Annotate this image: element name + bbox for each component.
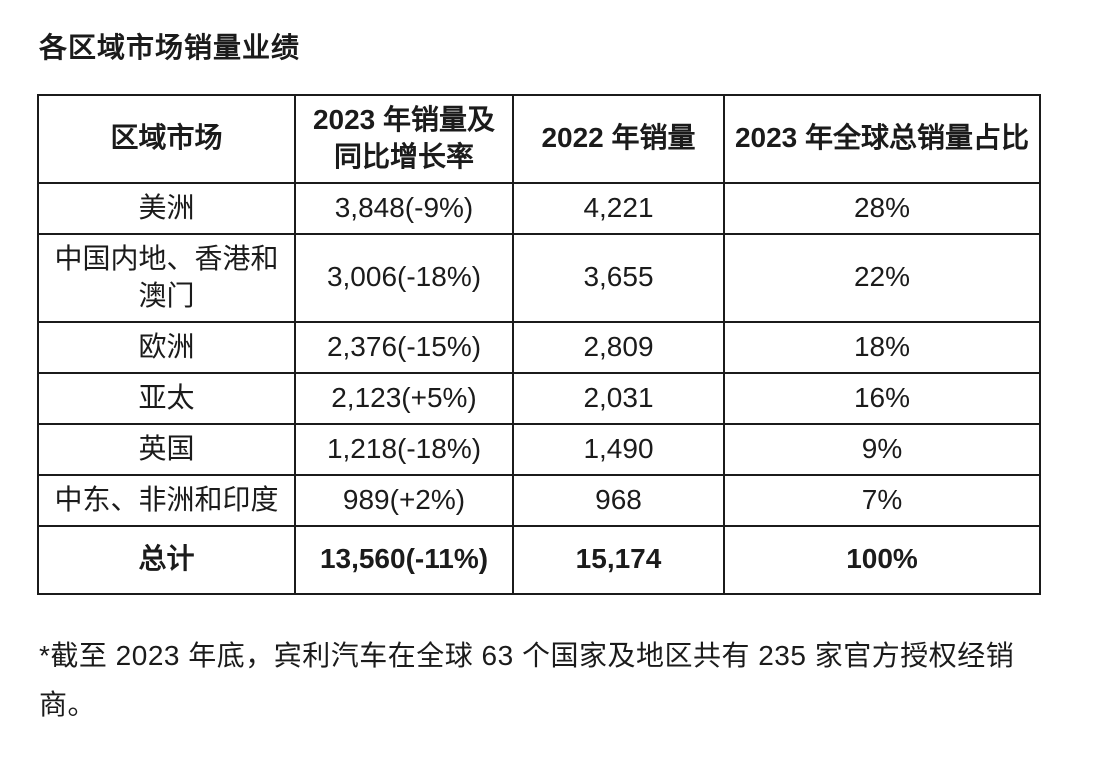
table-row-total: 总计 13,560(-11%) 15,174 100% — [37, 524, 1041, 595]
header-2023-global-share: 2023 年全球总销量占比 — [723, 94, 1041, 184]
region-cell: 中国内地、香港和 澳门 — [37, 232, 296, 323]
sales-2023-cell: 989(+2%) — [294, 473, 514, 527]
sales-2023-cell: 2,123(+5%) — [294, 371, 514, 425]
sales-2022-cell: 968 — [512, 473, 725, 527]
share-2023-cell: 16% — [723, 371, 1041, 425]
sales-2023-cell: 2,376(-15%) — [294, 320, 514, 374]
header-2023-sales-growth: 2023 年销量及 同比增长率 — [294, 94, 514, 184]
share-2023-cell: 28% — [723, 181, 1041, 235]
table-row-americas: 美洲 3,848(-9%) 4,221 28% — [37, 181, 1041, 235]
sales-2022-cell: 2,809 — [512, 320, 725, 374]
header-region-market: 区域市场 — [37, 94, 296, 184]
region-cell: 英国 — [37, 422, 296, 476]
region-cell: 美洲 — [37, 181, 296, 235]
sales-2022-cell: 2,031 — [512, 371, 725, 425]
table-row-uk: 英国 1,218(-18%) 1,490 9% — [37, 422, 1041, 476]
sales-2022-cell: 15,174 — [512, 524, 725, 595]
sales-2022-cell: 3,655 — [512, 232, 725, 323]
regional-sales-table: 区域市场 2023 年销量及 同比增长率 2022 年销量 2023 年全球总销… — [37, 94, 1041, 595]
region-cell: 中东、非洲和印度 — [37, 473, 296, 527]
region-cell: 亚太 — [37, 371, 296, 425]
share-2023-cell: 9% — [723, 422, 1041, 476]
share-2023-cell: 22% — [723, 232, 1041, 323]
region-cell: 欧洲 — [37, 320, 296, 374]
table-header-row: 区域市场 2023 年销量及 同比增长率 2022 年销量 2023 年全球总销… — [37, 94, 1041, 184]
sales-2023-cell: 3,006(-18%) — [294, 232, 514, 323]
sales-2022-cell: 4,221 — [512, 181, 725, 235]
sales-2022-cell: 1,490 — [512, 422, 725, 476]
sales-2023-cell: 3,848(-9%) — [294, 181, 514, 235]
share-2023-cell: 18% — [723, 320, 1041, 374]
sales-2023-cell: 1,218(-18%) — [294, 422, 514, 476]
table-row-asia-pacific: 亚太 2,123(+5%) 2,031 16% — [37, 371, 1041, 425]
table-row-mea-india: 中东、非洲和印度 989(+2%) 968 7% — [37, 473, 1041, 527]
footnote: *截至 2023 年底，宾利汽车在全球 63 个国家及地区共有 235 家官方授… — [39, 639, 1015, 721]
region-cell: 总计 — [37, 524, 296, 595]
share-2023-cell: 7% — [723, 473, 1041, 527]
share-2023-cell: 100% — [723, 524, 1041, 595]
table-row-china-hk-macau: 中国内地、香港和 澳门 3,006(-18%) 3,655 22% — [37, 232, 1041, 323]
sales-2023-cell: 13,560(-11%) — [294, 524, 514, 595]
page-title: 各区域市场销量业绩 — [39, 32, 301, 63]
header-2022-sales: 2022 年销量 — [512, 94, 725, 184]
table-row-europe: 欧洲 2,376(-15%) 2,809 18% — [37, 320, 1041, 374]
